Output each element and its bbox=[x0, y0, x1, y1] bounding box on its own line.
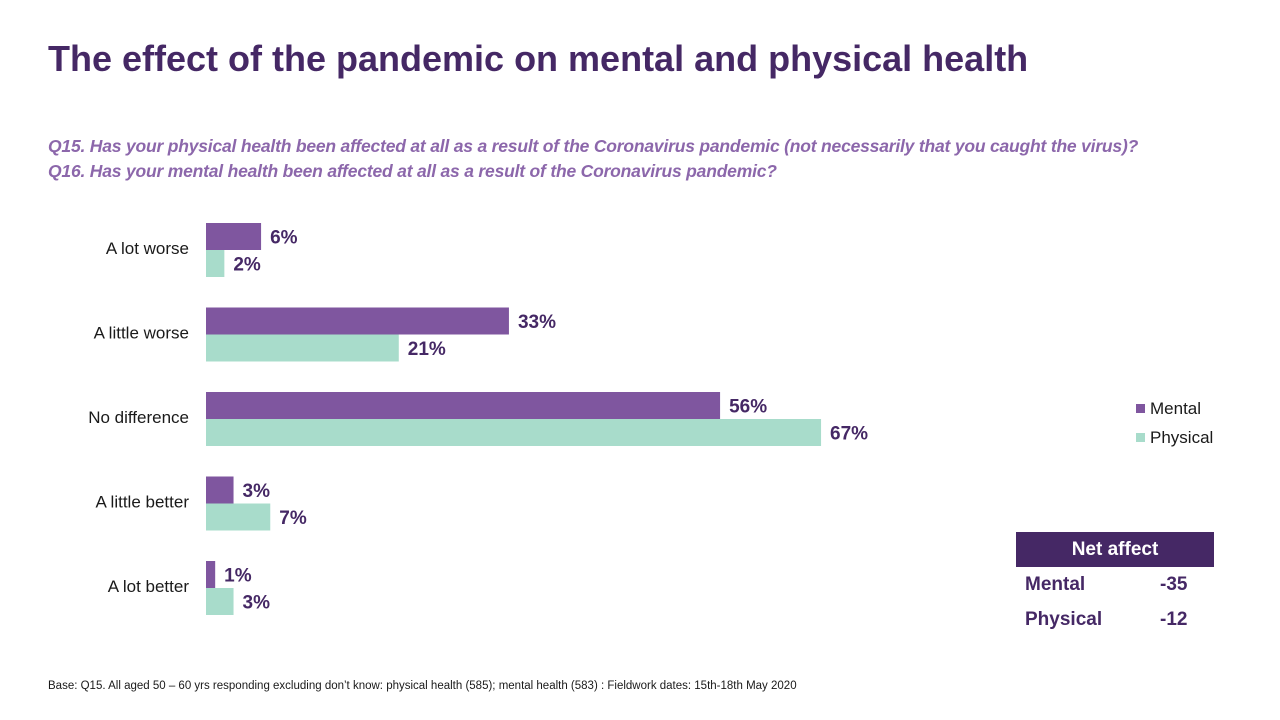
data-label-physical-a-little-better: 7% bbox=[279, 508, 307, 529]
data-label-mental-a-little-better: 3% bbox=[243, 481, 271, 502]
bar-mental-a-lot-better bbox=[206, 561, 216, 588]
data-label-physical-no-difference: 67% bbox=[830, 424, 868, 445]
data-label-mental-a-little-worse: 33% bbox=[518, 312, 556, 333]
bar-physical-a-little-worse bbox=[206, 334, 399, 362]
net-row-physical: Physical -12 bbox=[1016, 602, 1214, 637]
bar-physical-a-little-better bbox=[206, 503, 271, 531]
net-affect-header: Net affect bbox=[1016, 532, 1214, 567]
category-label-a-little-better: A little better bbox=[95, 493, 189, 512]
legend-swatch-physical bbox=[1136, 433, 1145, 442]
data-label-mental-no-difference: 56% bbox=[729, 397, 767, 418]
bar-physical-a-lot-better bbox=[206, 588, 234, 615]
category-label-a-lot-better: A lot better bbox=[108, 577, 190, 596]
question-q15: Q15. Has your physical health been affec… bbox=[48, 136, 1139, 156]
net-affect-table: Net affect Mental -35 Physical -12 bbox=[1016, 532, 1214, 637]
net-value-physical: -12 bbox=[1160, 609, 1188, 630]
category-label-a-lot-worse: A lot worse bbox=[106, 239, 189, 258]
chart-legend: Mental Physical bbox=[1136, 394, 1213, 452]
bar-mental-no-difference bbox=[206, 392, 721, 419]
net-value-mental: -35 bbox=[1160, 574, 1188, 595]
net-row-mental: Mental -35 bbox=[1016, 567, 1214, 602]
data-label-physical-a-lot-worse: 2% bbox=[233, 255, 261, 276]
bar-mental-a-little-worse bbox=[206, 307, 509, 335]
bar-physical-a-lot-worse bbox=[206, 250, 225, 277]
legend-item-physical: Physical bbox=[1136, 423, 1213, 452]
legend-item-mental: Mental bbox=[1136, 394, 1213, 423]
data-label-physical-a-little-worse: 21% bbox=[408, 339, 446, 360]
data-label-mental-a-lot-better: 1% bbox=[224, 566, 252, 587]
legend-label-mental: Mental bbox=[1150, 398, 1202, 418]
data-label-mental-a-lot-worse: 6% bbox=[270, 228, 298, 249]
question-q16: Q16. Has your mental health been affecte… bbox=[48, 161, 777, 181]
bar-physical-no-difference bbox=[206, 419, 822, 446]
category-label-a-little-worse: A little worse bbox=[94, 324, 189, 343]
net-label-mental: Mental bbox=[1025, 574, 1086, 595]
footnote: Base: Q15. All aged 50 – 60 yrs respondi… bbox=[48, 680, 797, 692]
category-label-no-difference: No difference bbox=[88, 408, 189, 427]
legend-label-physical: Physical bbox=[1150, 427, 1214, 447]
bar-mental-a-little-better bbox=[206, 476, 234, 504]
net-label-physical: Physical bbox=[1025, 609, 1103, 630]
bar-mental-a-lot-worse bbox=[206, 223, 262, 250]
legend-swatch-mental bbox=[1136, 404, 1145, 413]
data-label-physical-a-lot-better: 3% bbox=[243, 593, 271, 614]
page-title: The effect of the pandemic on mental and… bbox=[48, 38, 1029, 79]
